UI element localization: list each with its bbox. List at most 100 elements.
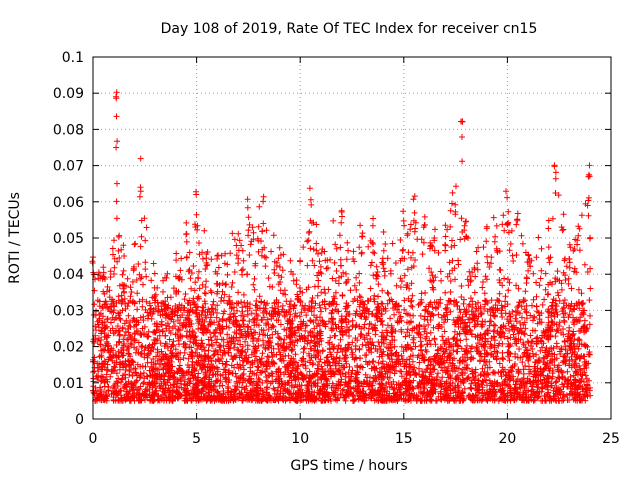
data-point	[368, 259, 375, 266]
data-point	[339, 348, 346, 355]
data-point	[483, 276, 490, 283]
data-point	[318, 308, 324, 315]
data-point	[490, 214, 497, 221]
data-point	[371, 250, 378, 257]
data-point	[256, 331, 263, 338]
data-point	[576, 247, 583, 254]
data-point	[142, 266, 149, 273]
data-point	[533, 293, 540, 300]
data-point	[398, 278, 405, 285]
data-point	[172, 346, 179, 353]
data-point	[325, 286, 332, 293]
data-point	[373, 263, 380, 270]
data-point	[366, 359, 373, 366]
data-point	[575, 232, 582, 239]
data-point	[497, 267, 504, 274]
data-point	[554, 268, 561, 275]
data-point	[346, 363, 353, 370]
data-point	[349, 339, 356, 346]
data-point	[367, 285, 374, 292]
data-point	[545, 255, 552, 262]
data-point	[357, 355, 364, 362]
data-point	[300, 349, 307, 356]
data-point	[552, 275, 559, 282]
data-point	[220, 297, 227, 304]
data-point	[307, 245, 314, 252]
data-point	[140, 370, 147, 376]
data-point	[380, 247, 387, 254]
data-point	[488, 335, 495, 342]
data-point	[500, 212, 507, 219]
data-point	[499, 355, 506, 361]
data-point	[163, 274, 170, 281]
data-point	[303, 312, 310, 319]
data-point	[473, 248, 480, 255]
data-point	[344, 324, 350, 331]
data-point	[449, 189, 456, 196]
data-point	[429, 304, 436, 311]
data-point	[474, 260, 481, 267]
data-point	[228, 362, 235, 369]
data-point	[318, 289, 325, 296]
data-point	[553, 378, 560, 385]
data-point	[370, 272, 377, 279]
data-point	[486, 264, 493, 270]
data-point	[586, 162, 593, 169]
data-point	[330, 217, 337, 224]
data-point	[564, 368, 571, 375]
data-point	[390, 378, 397, 385]
data-point	[217, 372, 224, 379]
data-point	[379, 287, 386, 294]
data-point	[118, 246, 125, 253]
data-point	[555, 292, 562, 299]
data-point	[127, 397, 133, 404]
data-point	[365, 325, 372, 332]
data-point	[561, 297, 568, 303]
data-point	[139, 296, 146, 303]
data-point	[426, 265, 433, 272]
data-point	[506, 247, 513, 254]
data-point	[419, 251, 426, 258]
data-point	[541, 296, 548, 303]
data-point	[363, 352, 370, 358]
data-point	[449, 257, 456, 264]
data-point	[176, 362, 183, 369]
data-point	[302, 327, 309, 334]
data-point	[505, 381, 511, 388]
data-point	[555, 192, 562, 199]
data-point	[124, 275, 131, 282]
data-point	[403, 356, 410, 363]
data-point	[316, 258, 323, 265]
data-point	[357, 294, 364, 301]
data-point	[481, 305, 488, 312]
data-point	[523, 309, 530, 316]
data-point	[186, 266, 193, 273]
data-point	[286, 301, 293, 308]
data-point	[97, 377, 104, 384]
data-point	[387, 267, 394, 274]
data-point	[519, 240, 526, 247]
data-point	[302, 365, 309, 372]
data-point	[401, 306, 408, 313]
data-point	[356, 279, 363, 286]
data-point	[432, 226, 438, 233]
data-point	[147, 347, 154, 354]
data-point	[579, 300, 586, 307]
data-point	[439, 374, 446, 381]
data-point	[437, 380, 444, 387]
data-point	[344, 239, 351, 246]
data-point	[164, 320, 171, 327]
data-point	[447, 207, 454, 214]
data-point	[584, 269, 591, 275]
data-point	[554, 311, 561, 318]
data-point	[354, 369, 361, 376]
data-point	[412, 343, 419, 350]
data-point	[234, 300, 240, 307]
data-point	[259, 350, 266, 357]
data-point	[104, 315, 111, 322]
data-point	[484, 300, 491, 306]
data-point	[249, 224, 256, 231]
data-point	[251, 286, 258, 293]
data-point	[521, 306, 528, 313]
data-point	[570, 314, 577, 321]
